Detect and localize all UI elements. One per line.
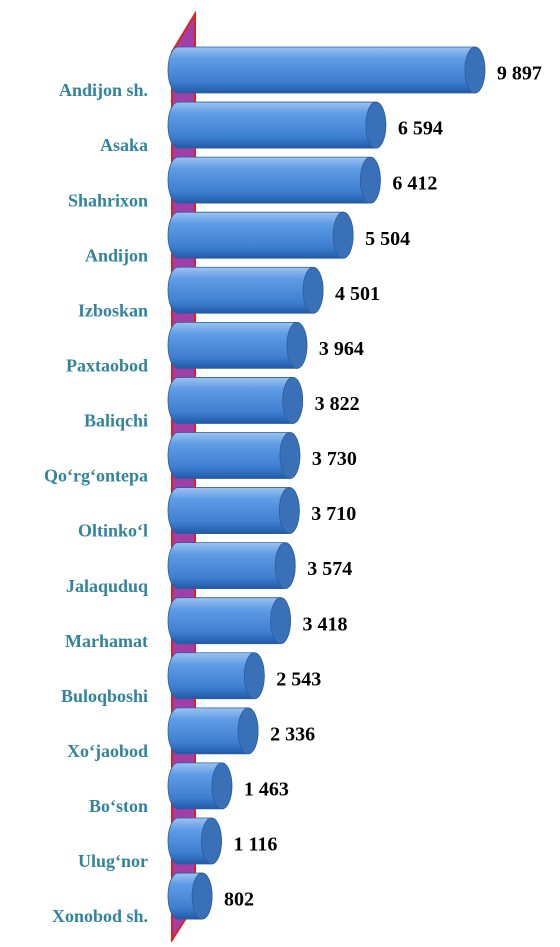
bar-cap — [201, 817, 222, 865]
value-label: 5 504 — [365, 228, 410, 250]
value-label: 3 574 — [307, 558, 352, 580]
category-label: Bo‘ston — [89, 796, 148, 816]
bar-cap — [286, 321, 308, 369]
bar-cap — [302, 266, 324, 314]
category-label: Ulug‘nor — [78, 851, 148, 871]
bar — [167, 101, 387, 149]
bar — [167, 211, 354, 259]
category-label: Buloqboshi — [61, 686, 148, 706]
category-label: Qo‘rg‘ontepa — [44, 466, 148, 486]
category-label: Asaka — [100, 135, 148, 155]
bar-cap — [191, 872, 213, 920]
value-label: 6 412 — [392, 173, 437, 195]
value-label: 3 418 — [303, 613, 348, 635]
value-label: 2 543 — [276, 668, 321, 690]
value-label: 1 116 — [233, 834, 277, 856]
category-label: Xonobod sh. — [52, 906, 148, 926]
bar-cap — [332, 211, 354, 259]
value-label: 2 336 — [270, 723, 315, 745]
category-label: Shahrixon — [68, 190, 148, 210]
value-label: 802 — [224, 889, 254, 911]
bar-cap — [274, 542, 296, 590]
category-label: Marhamat — [65, 631, 148, 651]
bar-cap — [270, 597, 291, 645]
bar-cap — [279, 432, 301, 479]
bar — [167, 266, 324, 314]
bar-cap — [365, 101, 387, 149]
bar-cap — [464, 46, 486, 94]
bar-cap — [282, 377, 304, 424]
bar-cap — [237, 707, 259, 755]
bar — [167, 321, 308, 369]
category-label: Izboskan — [78, 300, 148, 320]
bar-cap — [243, 652, 265, 700]
value-label: 3 822 — [315, 393, 360, 415]
category-label: Paxtaobod — [66, 355, 148, 375]
value-label: 9 897 — [497, 63, 542, 85]
category-label: Jalaquduq — [66, 576, 148, 596]
category-label: Xo‘jaobod — [67, 741, 148, 761]
value-label: 4 501 — [335, 283, 380, 305]
value-label: 3 964 — [319, 338, 364, 360]
bar-cap — [278, 487, 300, 534]
category-label: Andijon sh. — [59, 80, 148, 100]
category-label: Andijon — [85, 245, 148, 265]
category-label: Baliqchi — [84, 411, 148, 431]
bar — [167, 46, 486, 94]
value-label: 3 710 — [311, 503, 356, 525]
bar — [167, 156, 381, 204]
bar-cap — [359, 156, 381, 204]
value-label: 3 730 — [312, 448, 357, 470]
bar-cap — [211, 762, 233, 810]
category-label: Oltinko‘l — [78, 521, 148, 541]
value-label: 6 594 — [398, 118, 443, 140]
value-label: 1 463 — [244, 779, 289, 801]
